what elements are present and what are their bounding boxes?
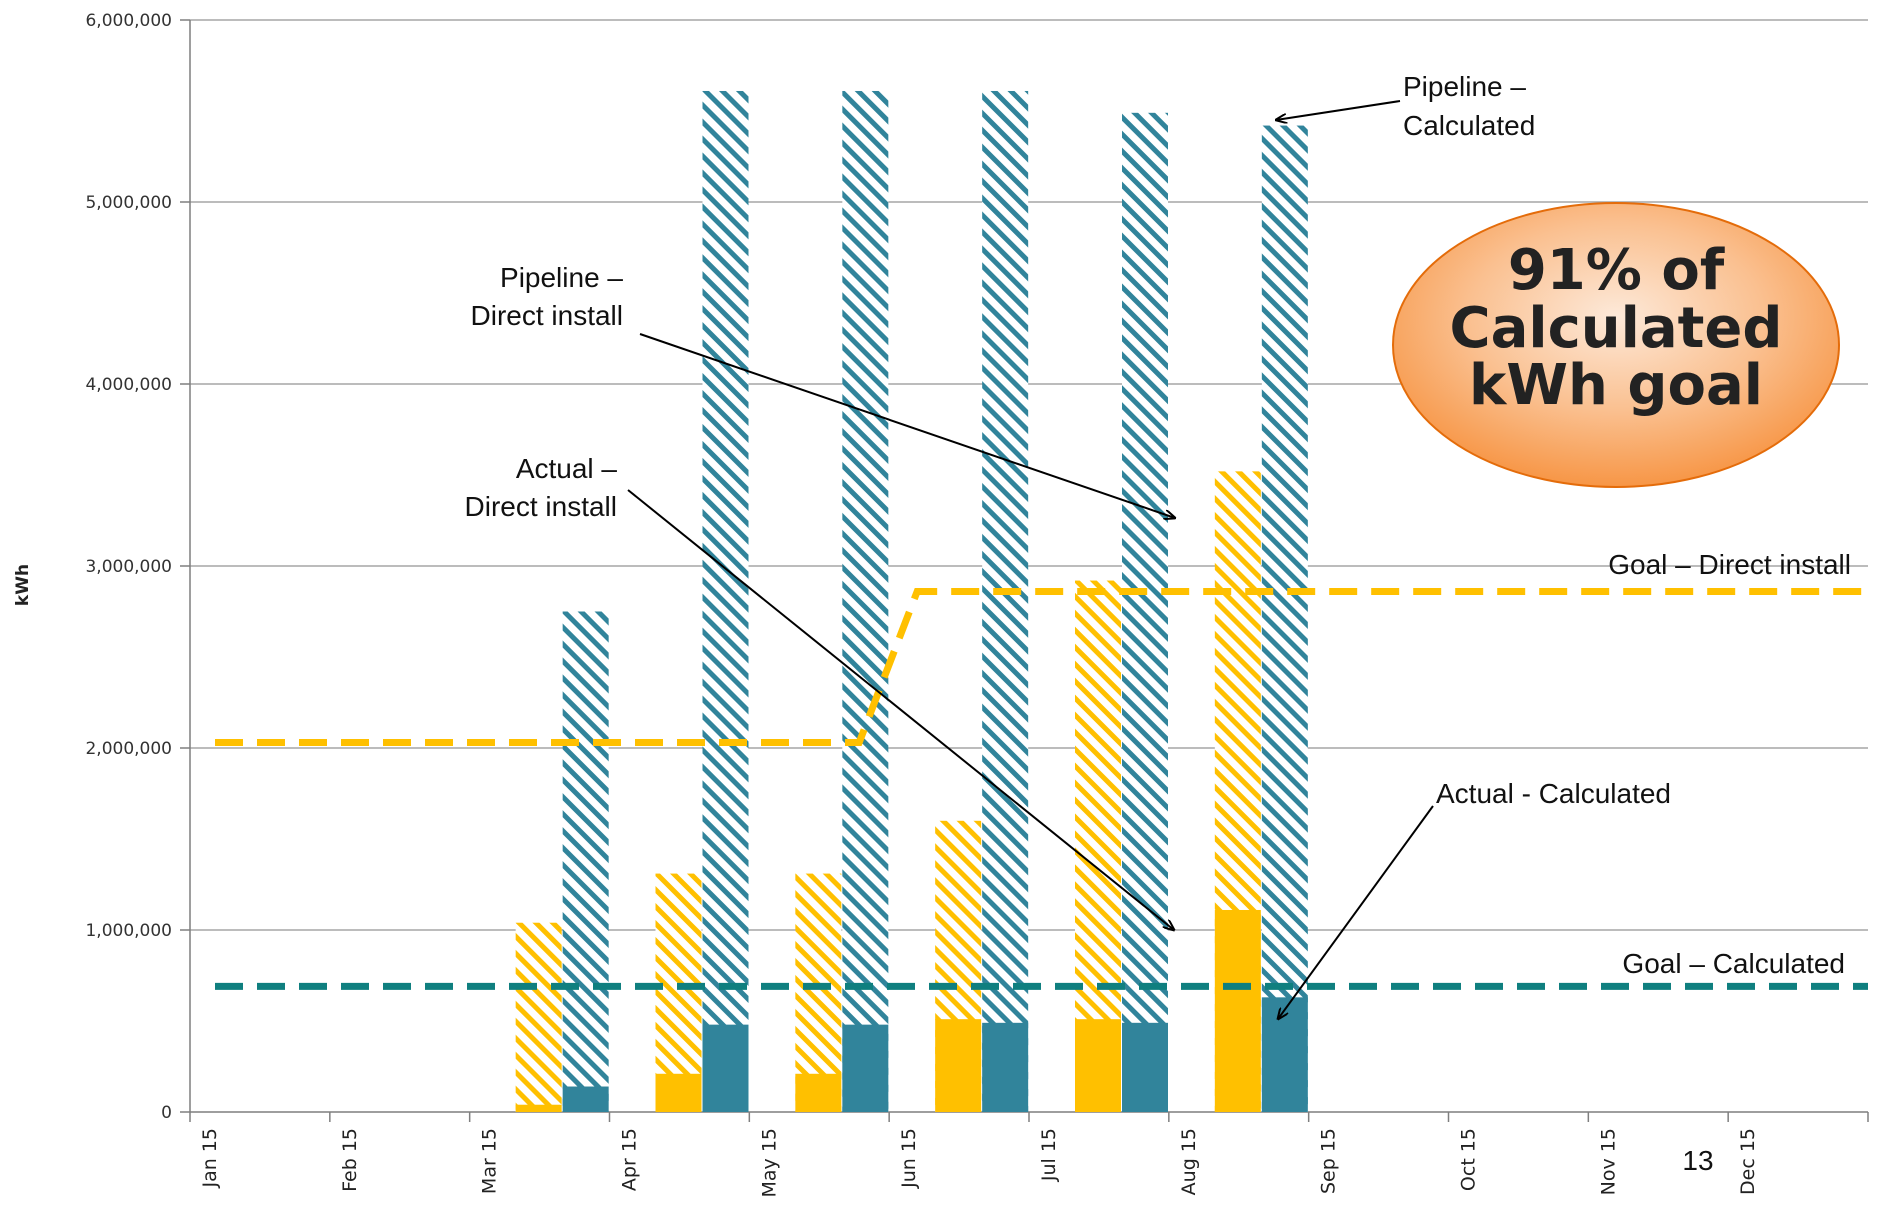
x-tick-label: Jun 15 [898,1128,920,1189]
arrow-actual-calculated [1278,805,1434,1019]
page-number: 13 [1682,1145,1713,1176]
x-tick-label: Feb 15 [339,1128,361,1192]
annotation-pipeline-calculated-line-1: Pipeline – [1403,71,1526,102]
annotation-actual-calculated: Actual - Calculated [1436,778,1671,809]
goal-line [215,587,1868,747]
callout-line-1: 91% of [1508,238,1725,303]
bars [515,90,1308,1113]
bar-actual-direct [515,1104,562,1112]
y-tick-label: 1,000,000 [85,921,172,941]
annotation-goal-direct-install: Goal – Direct install [1608,549,1851,580]
bar-pipeline-direct [515,922,562,1112]
bar-pipeline-direct [655,873,702,1112]
annotation-pipeline-direct-line-1: Pipeline – [500,262,623,293]
callout-line-3: kWh goal [1469,353,1763,418]
bar-pipeline-calculated [702,90,749,1113]
y-tick-label: 6,000,000 [85,11,172,31]
x-tick-label: Jul 15 [1038,1128,1060,1182]
x-tick-label: Oct 15 [1458,1128,1480,1191]
annotation-pipeline-calculated-line-2: Calculated [1403,110,1535,141]
bar-actual-calculated [1261,997,1308,1112]
annotation-goal-calculated: Goal – Calculated [1622,948,1845,979]
bar-pipeline-calculated [562,611,609,1112]
bar-pipeline-calculated [1122,112,1168,1112]
gridlines [190,19,1868,931]
bar-pipeline-direct [795,873,842,1112]
callout-line-2: Calculated [1450,296,1783,361]
y-tick-label: 0 [161,1103,172,1123]
goal-callout: 91% of Calculated kWh goal [1392,202,1840,488]
annotation-actual-direct-line-2: Direct install [465,491,617,522]
bar-actual-calculated [1122,1022,1168,1112]
arrow-pipeline-calculated [1276,100,1401,120]
bar-actual-direct [655,1073,702,1112]
callout-bubble [1392,202,1840,488]
annotation-pipeline-direct-line-2: Direct install [471,300,623,331]
y-tick-label: 3,000,000 [85,557,172,577]
x-tick-label: Nov 15 [1597,1128,1619,1195]
x-tick-label: Mar 15 [479,1128,501,1194]
x-tick-label: Jan 15 [199,1128,221,1189]
y-axis: 0 1,000,000 2,000,000 3,000,000 4,000,000 5,0… [85,11,191,1123]
bar-actual-calculated [702,1024,749,1112]
arrow-actual-direct [627,489,1174,930]
goal-lines [215,587,1868,990]
arrow-pipeline-direct [639,333,1175,518]
bar-pipeline-calculated [842,90,889,1113]
bar-actual-direct [1075,1019,1121,1112]
y-tick-label: 5,000,000 [85,193,172,213]
bar-actual-direct [1214,909,1261,1112]
bar-actual-calculated [982,1022,1029,1112]
bar-actual-calculated [562,1086,609,1112]
x-axis: Jan 15 Feb 15 Mar 15 Apr 15 May 15 Jun 15 Jul … [189,1111,1869,1198]
x-tick-label: May 15 [758,1128,780,1198]
x-tick-label: Sep 15 [1318,1128,1340,1194]
annotation-arrows [627,100,1434,1019]
bar-actual-direct [935,1019,982,1112]
x-tick-label: Aug 15 [1178,1128,1200,1195]
y-axis-label: kWh [13,564,33,606]
bar-pipeline-calculated [1261,125,1308,1112]
x-tick-label: Apr 15 [619,1128,641,1191]
bar-actual-direct [795,1073,842,1112]
bar-actual-calculated [842,1024,889,1112]
x-tick-label: Dec 15 [1737,1128,1759,1195]
y-tick-label: 2,000,000 [85,739,172,759]
y-tick-label: 4,000,000 [85,375,172,395]
annotation-actual-direct-line-1: Actual – [516,453,618,484]
bar-pipeline-calculated [982,90,1029,1113]
